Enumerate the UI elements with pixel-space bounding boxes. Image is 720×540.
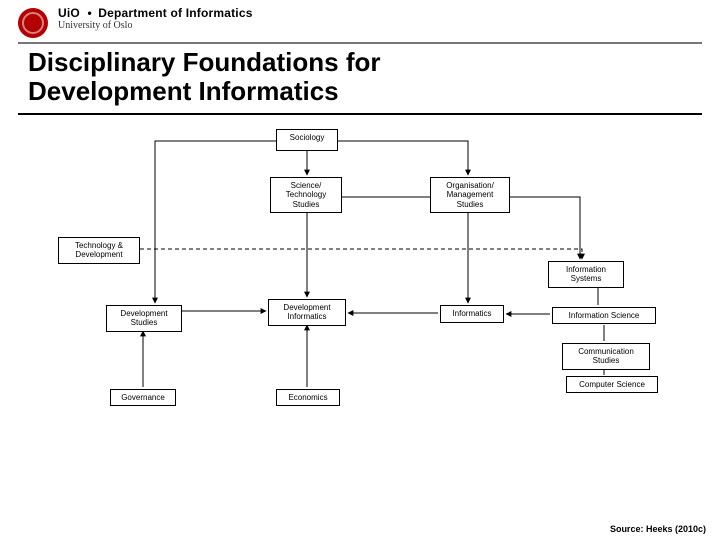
title-line1: Disciplinary Foundations for [28, 47, 380, 77]
node-infoscience: Information Science [552, 307, 656, 324]
node-oms: Organisation/ManagementStudies [430, 177, 510, 213]
node-sts: Science/TechnologyStudies [270, 177, 342, 213]
university-seal-icon [18, 8, 48, 38]
uio-label: UiO [58, 6, 80, 20]
page-title: Disciplinary Foundations for Development… [0, 48, 720, 105]
node-sociology: Sociology [276, 129, 338, 151]
title-line2: Development Informatics [28, 76, 339, 106]
diagram-canvas: Sociology Science/TechnologyStudies Organi… [0, 115, 720, 495]
university-label: University of Oslo [58, 20, 253, 31]
node-informatics: Informatics [440, 305, 504, 323]
source-citation: Source: Heeks (2010c) [610, 524, 706, 534]
node-governance: Governance [110, 389, 176, 406]
node-compsci: Computer Science [566, 376, 658, 393]
node-devstudies: DevelopmentStudies [106, 305, 182, 331]
header-dot: • [87, 6, 90, 20]
header: UiO • Department of Informatics Universi… [0, 0, 720, 40]
node-is: InformationSystems [548, 261, 624, 287]
node-techdev: Technology &Development [58, 237, 140, 263]
node-devinformatics: DevelopmentInformatics [268, 299, 346, 325]
node-economics: Economics [276, 389, 340, 406]
dept-label: Department of Informatics [98, 6, 252, 20]
header-text: UiO • Department of Informatics Universi… [58, 6, 253, 31]
node-commstudies: CommunicationStudies [562, 343, 650, 369]
header-rule [18, 42, 702, 44]
